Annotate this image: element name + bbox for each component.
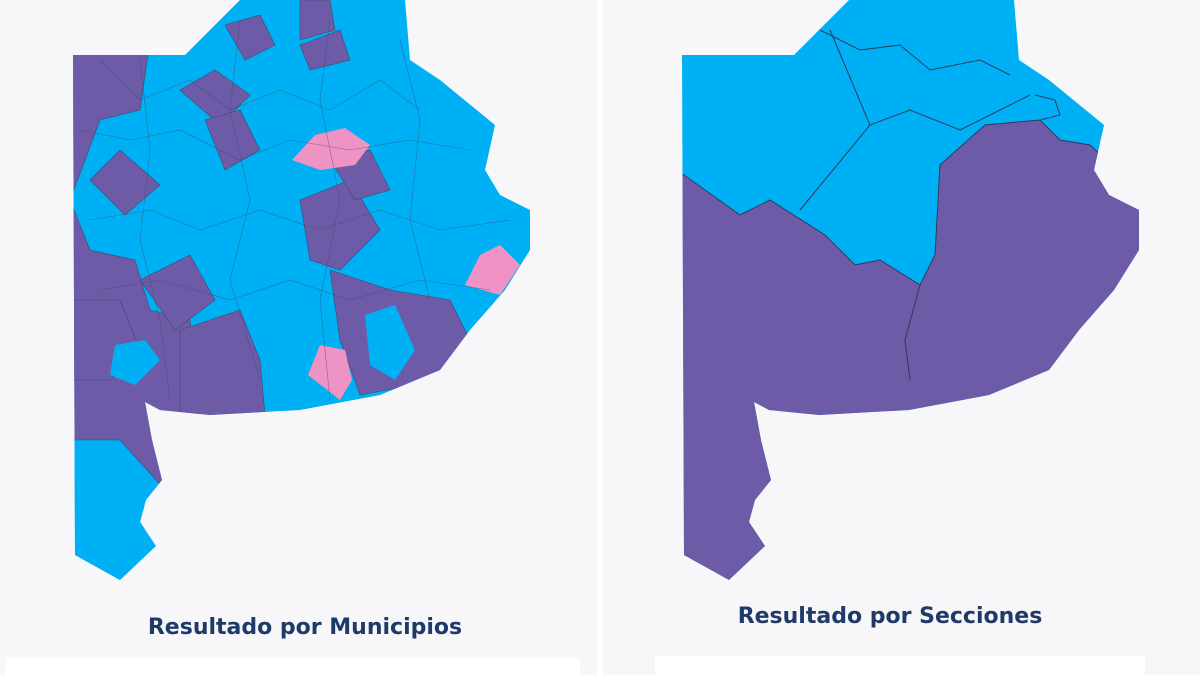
caption: Resultado por Municipios	[148, 615, 462, 640]
caption: Resultado por Secciones	[738, 604, 1043, 629]
panel-strip	[655, 656, 1145, 675]
panel-strip	[6, 658, 580, 675]
